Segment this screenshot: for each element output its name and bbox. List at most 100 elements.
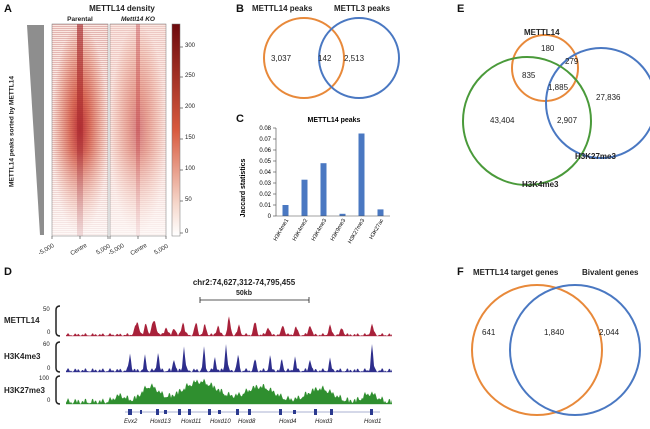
jaccard-bar-chart: METTL14 peaks Jaccard statistics 0 0.01 0.… xyxy=(240,117,390,245)
y-tick-label: 0.08 xyxy=(259,126,271,132)
panel-a-side-label: METTL14 peaks sorted by METTL14 xyxy=(8,76,16,187)
venn-e-all-three: 1,885 xyxy=(548,83,569,92)
gene-label: Hoxd10 xyxy=(210,419,231,425)
bar-h3k27ac xyxy=(377,209,384,216)
gene-label: Hoxd1 xyxy=(364,419,382,425)
colorbar-tick: 250 xyxy=(185,73,196,79)
panel-c-letter: C xyxy=(236,113,244,125)
colorbar-tick: 0 xyxy=(185,229,189,235)
panel-f-letter: F xyxy=(457,266,464,278)
venn-f-circle-right xyxy=(509,284,641,416)
track-max-h3k4me3: 60 xyxy=(43,342,50,348)
colorbar xyxy=(171,23,181,237)
gene-label: Hoxd8 xyxy=(238,419,256,425)
panel-a-heatmap-figure xyxy=(27,23,183,239)
venn-f-right-only: 2,044 xyxy=(599,328,620,337)
venn-e xyxy=(462,34,650,186)
bar-h3k4me2 xyxy=(301,179,308,216)
venn-e-label-h3k27me3: H3K27me3 xyxy=(575,152,616,161)
track-h3k4me3-signal xyxy=(66,344,392,372)
x-tick-label: H3K4me2 xyxy=(292,218,309,242)
bar-h3k4me1 xyxy=(282,205,289,216)
panel-a-title: METTL14 density xyxy=(89,4,155,13)
y-tick-label: 0.01 xyxy=(259,203,271,209)
y-tick-label: 0.04 xyxy=(259,170,271,176)
bar-h3k27me3 xyxy=(358,133,365,216)
venn-f-overlap: 1,840 xyxy=(544,328,565,337)
y-tick-label: 0.07 xyxy=(259,137,271,143)
colorbar-tick: 300 xyxy=(185,43,196,49)
venn-b-right-label: METTL3 peaks xyxy=(334,4,391,13)
venn-b-circle-right xyxy=(318,17,400,99)
track-max-h3k27me3: 100 xyxy=(39,376,50,382)
x-tick-label: H3K4me3 xyxy=(311,218,328,242)
colorbar-tick: 50 xyxy=(185,197,192,203)
venn-e-h3k27me3-only: 27,836 xyxy=(596,93,621,102)
venn-b xyxy=(263,17,400,99)
track-label-mettl14: METTL14 xyxy=(4,316,40,325)
heatmap-parental xyxy=(51,23,109,237)
venn-e-label-mettl14: METTL14 xyxy=(524,28,560,37)
track-label-h3k27me3: H3K27me3 xyxy=(4,386,45,395)
venn-e-h3k4me3-h3k27me3: 2,907 xyxy=(557,116,578,125)
venn-e-circle-h3k4me3 xyxy=(462,56,592,186)
y-tick-label: 0 xyxy=(268,214,272,220)
colorbar-tick: 100 xyxy=(185,166,196,172)
y-tick-label: 0.05 xyxy=(259,159,271,165)
venn-e-mettl14-h3k4me3: 835 xyxy=(522,71,536,80)
panel-e-letter: E xyxy=(457,3,465,15)
gene-label: Evx2 xyxy=(124,419,138,425)
venn-f-left-only: 641 xyxy=(482,328,496,337)
y-tick-label: 0.06 xyxy=(259,148,271,154)
panel-d-letter: D xyxy=(4,266,12,278)
y-tick-label: 0.02 xyxy=(259,192,271,198)
venn-b-left-only: 3,037 xyxy=(271,54,292,63)
bar-h3k4me3 xyxy=(320,163,327,216)
heatmap-knockout xyxy=(109,23,167,237)
venn-e-h3k4me3-only: 43,404 xyxy=(490,116,515,125)
x-tick-label: H3K9me3 xyxy=(330,218,347,242)
venn-f-circle-left xyxy=(471,284,603,416)
y-tick-label: 0.03 xyxy=(259,181,271,187)
venn-e-mettl14-h3k27me3: 279 xyxy=(565,57,579,66)
venn-b-overlap: 142 xyxy=(318,54,332,63)
panel-a-col-right: Mettl14 KO xyxy=(121,16,155,23)
venn-b-left-label: METTL14 peaks xyxy=(252,4,313,13)
gene-models xyxy=(128,409,373,415)
x-tick-label: H3K27me3 xyxy=(347,218,366,245)
venn-e-circle-h3k27me3 xyxy=(545,47,650,159)
panel-b-letter: B xyxy=(236,3,244,15)
venn-b-right-only: 2,513 xyxy=(344,54,365,63)
track-min-h3k27me3: 0 xyxy=(47,398,51,404)
venn-f-left-label: METTL14 target genes xyxy=(473,268,559,277)
venn-b-circle-left xyxy=(263,17,345,99)
colorbar-tick: 200 xyxy=(185,104,196,110)
bar-h3k9me3 xyxy=(339,213,346,216)
track-label-h3k4me3: H3K4me3 xyxy=(4,352,41,361)
panel-a-letter: A xyxy=(4,3,12,15)
venn-e-circle-mettl14 xyxy=(511,34,579,102)
venn-e-label-h3k4me3: H3K4me3 xyxy=(522,180,559,189)
locus-label: chr2:74,627,312-74,795,455 xyxy=(192,278,296,287)
chart-title: METTL14 peaks xyxy=(308,117,361,124)
sort-gradient-wedge xyxy=(27,25,44,235)
scale-label: 50kb xyxy=(236,290,252,297)
track-min-mettl14: 0 xyxy=(47,330,51,336)
gene-label: Hoxd13 xyxy=(150,419,171,425)
chart-ylabel: Jaccard statistics xyxy=(240,159,247,218)
panel-a-col-left: Parental xyxy=(67,16,93,23)
x-tick-label: H3K4me1 xyxy=(273,218,290,242)
track-min-h3k4me3: 0 xyxy=(47,366,51,372)
venn-f xyxy=(471,284,641,416)
genome-browser xyxy=(55,297,392,415)
venn-e-mettl14-only: 180 xyxy=(541,44,555,53)
venn-f-right-label: Bivalent genes xyxy=(582,268,639,277)
gene-label: Hoxd4 xyxy=(279,419,297,425)
track-max-mettl14: 50 xyxy=(43,307,50,313)
gene-label: Hoxd3 xyxy=(315,419,333,425)
x-tick-label: H3K27ac xyxy=(369,218,386,241)
colorbar-tick: 150 xyxy=(185,135,196,141)
track-h3k27me3-signal xyxy=(66,378,392,404)
gene-label: Hoxd11 xyxy=(181,419,202,425)
track-mettl14-signal xyxy=(66,316,392,336)
